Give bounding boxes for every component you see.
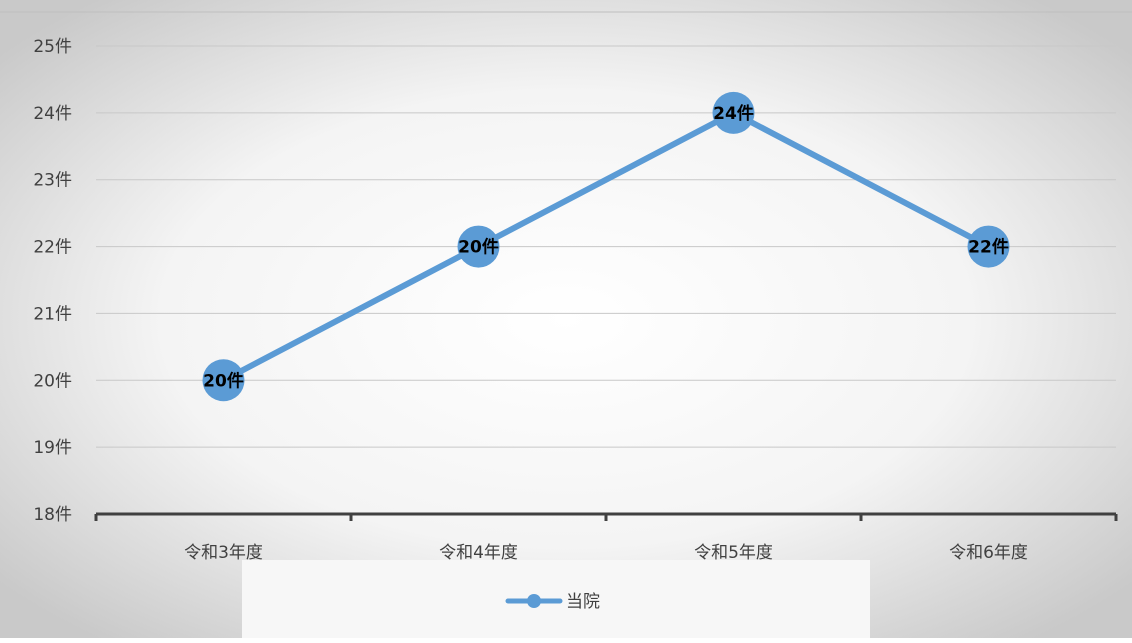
data-label: 20件	[458, 237, 499, 258]
legend-marker-swatch	[527, 594, 541, 608]
series-line	[220, 109, 992, 384]
data-point-marker	[967, 225, 1010, 268]
x-axis-tick-labels: 令和3年度 令和4年度 令和5年度 令和6年度	[184, 543, 1028, 563]
y-axis-tick-labels: 18件 19件 20件 21件 22件 23件 24件 25件	[33, 37, 72, 525]
data-labels: 20件 20件 24件 22件	[203, 103, 1009, 391]
x-tick-label: 令和5年度	[694, 543, 773, 563]
gridlines	[96, 45, 1116, 448]
x-tick-label: 令和3年度	[184, 543, 263, 563]
y-tick-label: 22件	[33, 238, 72, 258]
data-label: 22件	[968, 237, 1009, 258]
series-markers	[202, 91, 1010, 402]
y-tick-label: 24件	[33, 104, 72, 124]
data-point-marker	[457, 225, 500, 268]
y-tick-label: 25件	[33, 37, 72, 57]
x-tick-label: 令和6年度	[949, 543, 1028, 563]
y-tick-label: 18件	[33, 505, 72, 525]
legend: 当院	[505, 592, 600, 612]
data-label: 20件	[203, 370, 244, 391]
data-point-marker	[202, 359, 245, 402]
legend-label: 当院	[566, 592, 600, 612]
y-tick-label: 19件	[33, 438, 72, 458]
x-axis	[94, 512, 1118, 521]
data-label: 24件	[713, 103, 754, 124]
data-point-marker	[712, 91, 755, 134]
y-tick-label: 20件	[33, 371, 72, 391]
y-tick-label: 23件	[33, 171, 72, 191]
series-line-path	[220, 109, 992, 384]
x-tick-label: 令和4年度	[439, 543, 518, 563]
y-tick-label: 21件	[33, 304, 72, 324]
